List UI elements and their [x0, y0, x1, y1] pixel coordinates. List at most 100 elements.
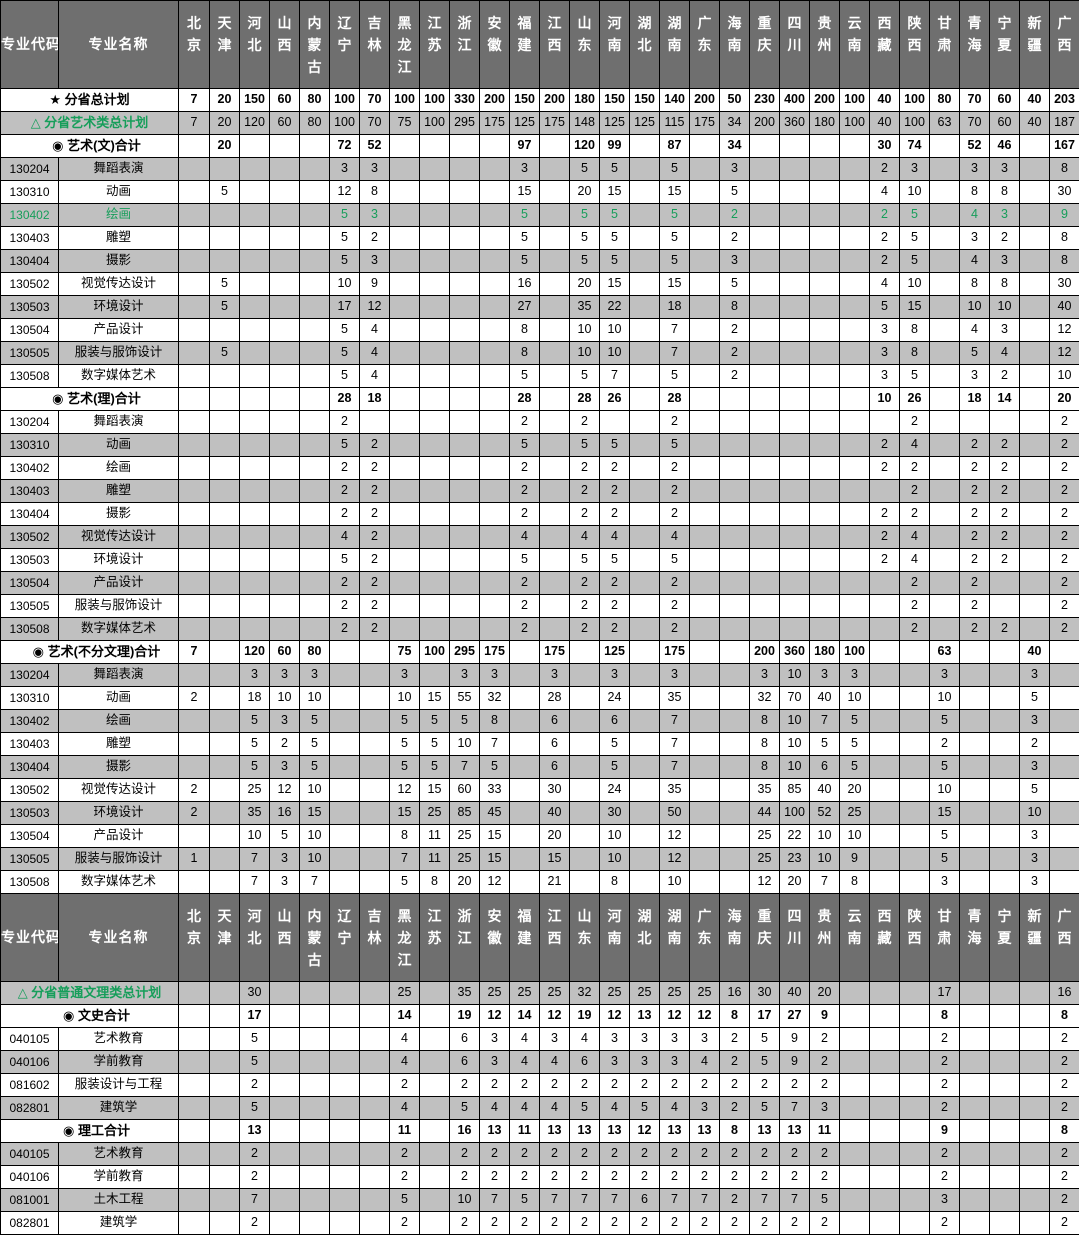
header-province-15: 河南: [600, 894, 630, 982]
plan-count-cell: [750, 411, 780, 434]
plan-count-cell: 2: [990, 618, 1020, 641]
plan-count-cell: 5: [570, 204, 600, 227]
plan-count-cell: [1020, 1074, 1050, 1097]
plan-count-cell: 23: [780, 848, 810, 871]
plan-count-cell: [300, 1051, 330, 1074]
plan-count-cell: [960, 1189, 990, 1212]
plan-count-cell: 25: [750, 825, 780, 848]
plan-count-cell: 34: [720, 135, 750, 158]
plan-count-cell: [780, 250, 810, 273]
plan-count-cell: [960, 1166, 990, 1189]
plan-count-cell: [330, 733, 360, 756]
plan-count-cell: 40: [810, 779, 840, 802]
plan-count-cell: 5: [600, 158, 630, 181]
plan-count-cell: 7: [600, 1189, 630, 1212]
plan-count-cell: [179, 411, 210, 434]
group-label-text: 艺术(理)合计: [67, 391, 141, 406]
header-province-27: 青海: [960, 894, 990, 982]
plan-count-cell: 9: [780, 1028, 810, 1051]
plan-count-cell: [480, 158, 510, 181]
plan-count-cell: [690, 710, 720, 733]
plan-count-cell: 8: [1050, 158, 1079, 181]
plan-count-cell: [210, 687, 240, 710]
plan-count-cell: 30: [540, 779, 570, 802]
plan-count-cell: [420, 503, 450, 526]
plan-count-cell: [840, 595, 870, 618]
circle-icon: ◉: [52, 391, 67, 406]
plan-count-cell: [1020, 181, 1050, 204]
plan-count-cell: 2: [450, 1143, 480, 1166]
header-province-25: 陕西: [900, 894, 930, 982]
plan-count-cell: 3: [330, 158, 360, 181]
plan-count-cell: [870, 1143, 900, 1166]
plan-count-cell: [840, 1143, 870, 1166]
plan-count-cell: [240, 434, 270, 457]
plan-count-cell: 35: [750, 779, 780, 802]
plan-count-cell: 5: [330, 227, 360, 250]
plan-count-cell: 175: [690, 112, 720, 135]
plan-count-cell: [420, 342, 450, 365]
plan-count-cell: [540, 365, 570, 388]
major-code-cell: 130502: [1, 273, 59, 296]
header-province-30: 广西: [1050, 894, 1079, 982]
plan-count-cell: [990, 687, 1020, 710]
plan-count-cell: [960, 1143, 990, 1166]
header-province-3: 河北: [240, 894, 270, 982]
plan-count-cell: 10: [450, 1189, 480, 1212]
plan-count-cell: 10: [450, 733, 480, 756]
plan-count-cell: 52: [360, 135, 390, 158]
plan-count-cell: 15: [300, 802, 330, 825]
header-province-5: 内蒙古: [300, 1, 330, 89]
plan-count-cell: [270, 1212, 300, 1235]
plan-count-cell: [270, 618, 300, 641]
plan-count-cell: 10: [330, 273, 360, 296]
plan-count-cell: [810, 365, 840, 388]
plan-count-cell: 3: [600, 664, 630, 687]
plan-count-cell: 2: [870, 204, 900, 227]
plan-count-cell: [420, 1120, 450, 1143]
plan-count-cell: [840, 296, 870, 319]
plan-count-cell: 2: [510, 480, 540, 503]
plan-count-cell: [960, 982, 990, 1005]
plan-count-cell: 2: [660, 572, 690, 595]
plan-count-cell: [1020, 1051, 1050, 1074]
plan-count-cell: [270, 595, 300, 618]
plan-count-cell: 10: [600, 342, 630, 365]
plan-count-cell: 125: [600, 641, 630, 664]
plan-count-cell: 25: [480, 982, 510, 1005]
plan-count-cell: 25: [690, 982, 720, 1005]
plan-count-cell: [480, 480, 510, 503]
plan-count-cell: [240, 503, 270, 526]
plan-count-cell: [420, 1051, 450, 1074]
plan-count-cell: 2: [810, 1074, 840, 1097]
plan-count-cell: [300, 296, 330, 319]
plan-count-cell: 4: [360, 342, 390, 365]
plan-count-cell: [690, 595, 720, 618]
header-province-6: 辽宁: [330, 894, 360, 982]
major-name-cell: 视觉传达设计: [59, 779, 179, 802]
plan-count-cell: 2: [570, 618, 600, 641]
plan-count-cell: [450, 480, 480, 503]
plan-count-cell: 4: [510, 1097, 540, 1120]
plan-count-cell: 5: [390, 733, 420, 756]
plan-count-cell: [1020, 549, 1050, 572]
plan-count-cell: 5: [600, 204, 630, 227]
plan-count-cell: [1020, 480, 1050, 503]
plan-count-cell: 10: [240, 825, 270, 848]
plan-count-cell: [960, 1005, 990, 1028]
plan-count-cell: 3: [360, 158, 390, 181]
header-province-2: 天津: [210, 1, 240, 89]
header-province-19: 海南: [720, 894, 750, 982]
plan-count-cell: [810, 181, 840, 204]
plan-count-cell: [870, 1097, 900, 1120]
plan-count-cell: [450, 319, 480, 342]
plan-count-cell: [330, 664, 360, 687]
plan-count-cell: [300, 1005, 330, 1028]
plan-count-cell: [690, 848, 720, 871]
plan-count-cell: 2: [930, 1166, 960, 1189]
